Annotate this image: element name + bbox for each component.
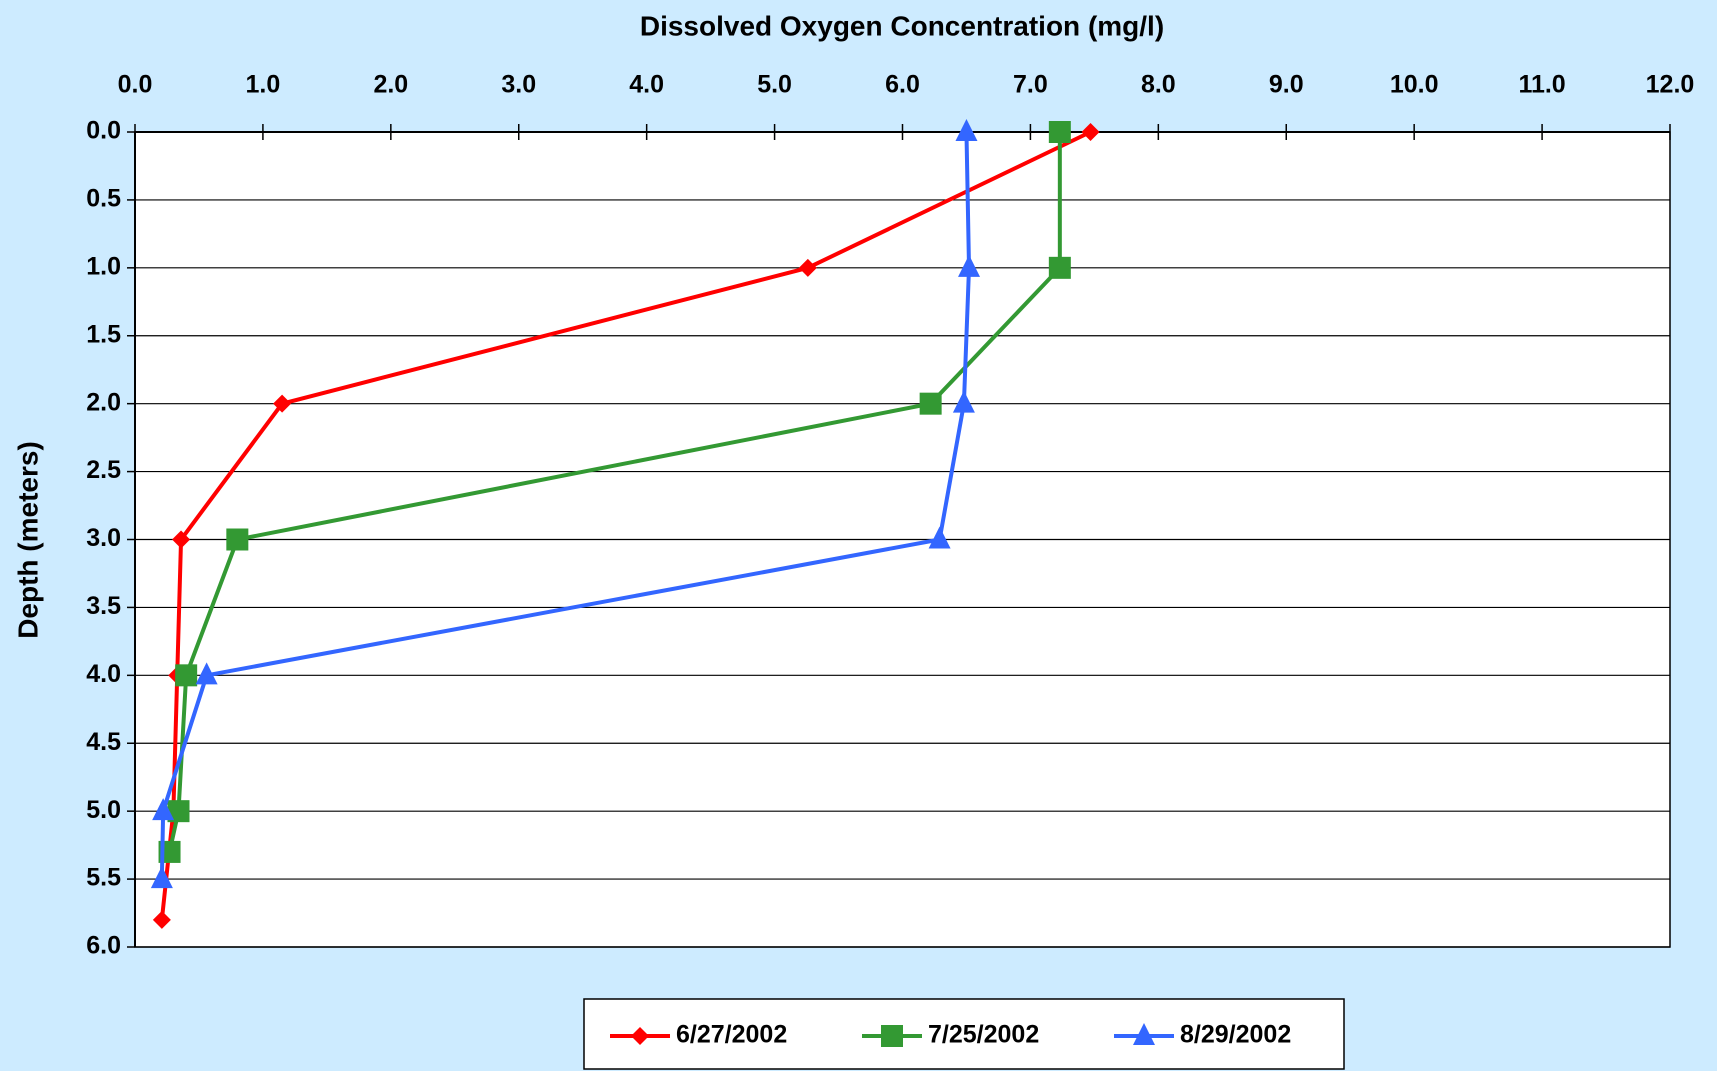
marker: [881, 1025, 903, 1047]
legend: [583, 998, 1345, 1070]
y-tick-label: 2.0: [86, 388, 121, 416]
marker: [1048, 256, 1071, 279]
legend-label: 7/25/2002: [928, 1021, 1039, 1049]
x-tick-label: 11.0: [1518, 71, 1565, 99]
x-tick-label: 6.0: [885, 71, 920, 99]
marker: [167, 800, 190, 823]
y-tick-label: 0.0: [86, 117, 121, 145]
marker: [152, 798, 175, 821]
marker: [955, 119, 978, 141]
marker: [273, 394, 292, 413]
x-tick-label: 10.0: [1390, 71, 1439, 99]
y-tick-label: 4.0: [86, 660, 121, 688]
y-tick-label: 5.5: [86, 864, 121, 892]
marker: [152, 910, 171, 929]
x-tick-label: 1.0: [246, 71, 281, 99]
marker: [175, 664, 198, 687]
y-tick-label: 1.5: [86, 320, 121, 348]
plot-border: [134, 131, 1671, 948]
marker: [150, 866, 173, 889]
y-tick-label: 1.0: [86, 252, 121, 280]
marker: [1081, 123, 1100, 141]
marker: [1048, 121, 1071, 143]
marker: [631, 1027, 649, 1045]
marker: [798, 258, 817, 277]
marker: [195, 662, 218, 685]
x-tick-label: 3.0: [501, 71, 536, 99]
marker: [172, 530, 191, 549]
y-tick-label: 2.5: [86, 456, 121, 484]
x-tick-label: 9.0: [1269, 71, 1304, 99]
marker: [952, 390, 975, 413]
y-axis-label: Depth (meters): [12, 441, 43, 639]
y-tick-label: 4.5: [86, 728, 121, 756]
marker: [1133, 1023, 1155, 1045]
x-tick-label: 12.0: [1646, 71, 1695, 99]
x-tick-label: 2.0: [373, 71, 408, 99]
marker: [226, 528, 249, 551]
marker: [928, 526, 951, 549]
x-tick-label: 8.0: [1141, 71, 1176, 99]
marker: [958, 254, 981, 277]
y-tick-label: 3.0: [86, 524, 121, 552]
x-tick-label: 5.0: [757, 71, 792, 99]
legend-label: 6/27/2002: [676, 1021, 787, 1049]
y-tick-label: 0.5: [86, 185, 121, 213]
x-tick-label: 0.0: [118, 71, 153, 99]
x-tick-label: 4.0: [629, 71, 664, 99]
y-tick-label: 6.0: [86, 932, 121, 960]
y-tick-label: 3.5: [86, 592, 121, 620]
legend-label: 8/29/2002: [1180, 1021, 1291, 1049]
marker: [919, 392, 942, 415]
x-tick-label: 7.0: [1013, 71, 1048, 99]
chart-title: Dissolved Oxygen Concentration (mg/l): [640, 10, 1164, 41]
y-tick-label: 5.0: [86, 796, 121, 824]
